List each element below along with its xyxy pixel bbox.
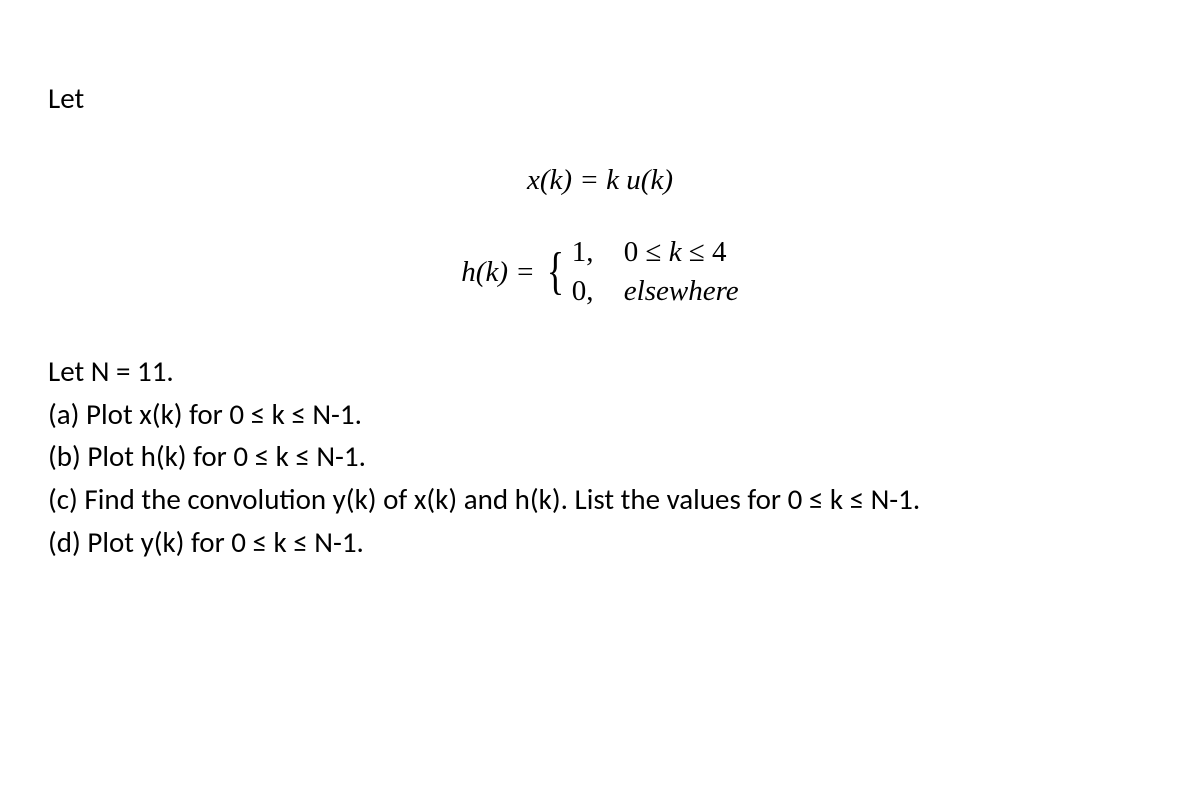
line-d: (d) Plot y(k) for 0 ≤ k ≤ N-1. xyxy=(48,522,1152,563)
equation-h: h(k) = { 1, 0 ≤ k ≤ 4 0, elsewhere xyxy=(48,233,1152,311)
piecewise-cases: 1, 0 ≤ k ≤ 4 0, elsewhere xyxy=(572,233,739,311)
equation-h-left: h(k) = xyxy=(461,256,535,289)
problem-body: Let N = 11. (a) Plot x(k) for 0 ≤ k ≤ N-… xyxy=(48,351,1152,562)
line-c: (c) Find the convolution y(k) of x(k) an… xyxy=(48,479,1152,520)
case2-value: 0, xyxy=(572,272,616,311)
line-n: Let N = 11. xyxy=(48,351,1152,392)
left-brace: { xyxy=(547,249,564,296)
case2-condition: elsewhere xyxy=(616,272,739,311)
line-a: (a) Plot x(k) for 0 ≤ k ≤ N-1. xyxy=(48,394,1152,435)
case1-condition: 0 ≤ k ≤ 4 xyxy=(616,233,727,272)
equation-x: x(k) = k u(k) xyxy=(48,164,1152,197)
intro-let: Let xyxy=(48,80,1152,116)
equation-x-text: x(k) = k u(k) xyxy=(527,164,673,196)
case1-value: 1, xyxy=(572,233,616,272)
line-b: (b) Plot h(k) for 0 ≤ k ≤ N-1. xyxy=(48,436,1152,477)
